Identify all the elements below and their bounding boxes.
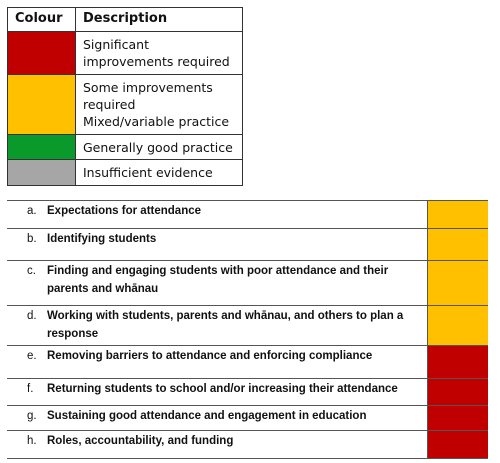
description-cell <box>75 159 243 186</box>
item-text: Identifying students <box>47 233 157 245</box>
row-divider <box>7 260 488 261</box>
description-text: improvements required <box>83 54 230 69</box>
status-color <box>427 306 488 345</box>
item-letter: h. <box>27 435 37 447</box>
color-swatch <box>7 74 76 135</box>
description-text: Generally good practice <box>83 140 233 155</box>
status-color <box>427 261 488 305</box>
item-text: response <box>47 328 99 340</box>
row-divider <box>7 430 488 431</box>
item-text: Roles, accountability, and funding <box>47 435 234 447</box>
description-text: Mixed/variable practice <box>83 114 230 129</box>
row-divider <box>7 345 488 346</box>
item-text: Expectations for attendance <box>47 205 202 217</box>
status-color <box>427 431 488 458</box>
row-divider <box>7 305 488 306</box>
description-text: required <box>83 97 136 112</box>
item-letter: e. <box>27 350 37 362</box>
item-letter: f. <box>27 383 34 395</box>
color-swatch <box>7 159 76 186</box>
header-text: Description <box>83 11 168 26</box>
status-color <box>427 201 488 228</box>
row-divider <box>7 458 488 459</box>
description-text: Significant <box>83 37 149 52</box>
color-swatch <box>7 31 76 75</box>
color-swatch <box>7 134 76 160</box>
row-divider <box>7 228 488 229</box>
item-text: parents and whānau <box>47 283 159 295</box>
header-text: Colour <box>15 11 63 26</box>
item-text: Finding and engaging students with poor … <box>47 265 389 277</box>
status-color <box>427 346 488 378</box>
status-color <box>427 379 488 405</box>
item-letter: a. <box>27 205 37 217</box>
status-color <box>427 406 488 430</box>
item-letter: d. <box>27 310 37 322</box>
description-text: Insufficient evidence <box>83 165 213 180</box>
description-text: Some improvements <box>83 80 213 95</box>
item-letter: c. <box>27 265 36 277</box>
item-text: Returning students to school and/or incr… <box>47 383 398 395</box>
item-letter: b. <box>27 233 37 245</box>
item-text: Sustaining good attendance and engagemen… <box>47 410 367 422</box>
row-divider <box>7 405 488 406</box>
status-color <box>427 229 488 260</box>
item-text: Removing barriers to attendance and enfo… <box>47 350 373 362</box>
item-text: Working with students, parents and whāna… <box>47 310 404 322</box>
item-letter: g. <box>27 410 37 422</box>
row-divider <box>7 378 488 379</box>
